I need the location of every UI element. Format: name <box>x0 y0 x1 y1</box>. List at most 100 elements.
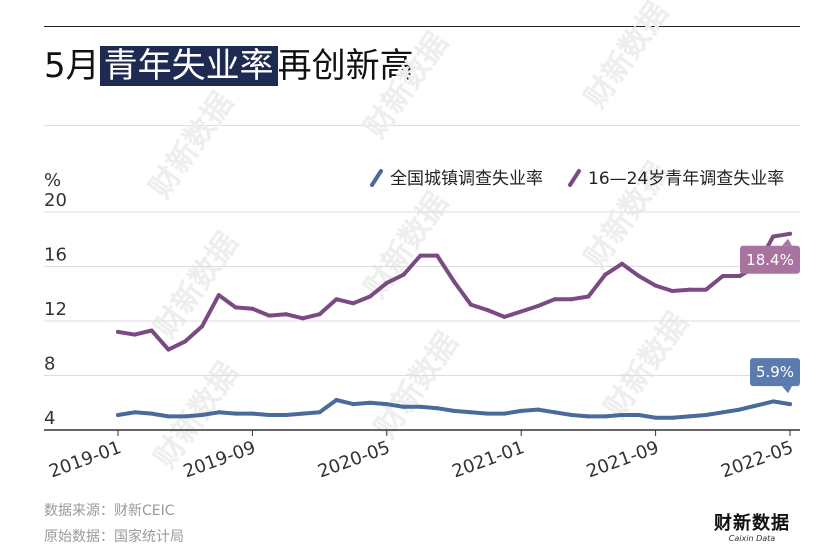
brand-sub: Caixin Data <box>728 534 776 543</box>
data-point <box>452 408 456 413</box>
data-point <box>452 279 456 284</box>
end-label-0: 5.9% <box>756 363 794 381</box>
data-point <box>704 287 708 292</box>
data-point <box>149 328 154 333</box>
data-point <box>418 253 423 258</box>
data-point <box>384 402 389 407</box>
watermark-text-7: 财新数据 <box>368 326 465 444</box>
brand-logo: 财新数据 Caixin Data <box>714 514 790 544</box>
data-point <box>132 332 137 337</box>
data-point <box>720 274 725 279</box>
data-point <box>485 411 490 416</box>
data-point <box>670 289 675 294</box>
data-point <box>687 287 692 292</box>
data-point <box>603 414 608 419</box>
data-point <box>586 414 591 419</box>
data-point <box>704 413 708 418</box>
x-tick-label: 2021-01 <box>449 437 527 482</box>
data-point <box>300 411 305 416</box>
data-point <box>317 410 322 415</box>
data-point <box>620 413 624 418</box>
data-point <box>284 312 288 317</box>
data-point <box>737 407 742 412</box>
data-point <box>653 283 658 288</box>
legend-swatch-1 <box>568 169 581 187</box>
data-point <box>116 329 120 334</box>
data-point <box>267 313 272 318</box>
data-point <box>519 309 524 314</box>
top-rule <box>44 26 800 27</box>
data-point <box>250 306 255 311</box>
title-highlight: 青年失业率 <box>99 46 278 86</box>
data-point <box>166 414 171 419</box>
data-point <box>485 308 490 313</box>
data-point <box>771 399 776 404</box>
data-point <box>620 261 624 266</box>
data-point <box>586 294 591 299</box>
data-point <box>267 413 272 418</box>
data-point <box>401 404 406 409</box>
data-point <box>435 406 440 411</box>
data-point <box>603 272 608 277</box>
data-point <box>351 402 356 407</box>
data-point <box>300 316 305 321</box>
data-point <box>653 415 658 420</box>
data-point <box>754 403 759 408</box>
source-note: 数据来源：财新CEIC <box>44 503 175 519</box>
data-point <box>636 274 641 279</box>
data-point <box>468 410 473 415</box>
data-point <box>166 347 171 352</box>
end-label-box-0 <box>750 358 800 387</box>
data-point <box>401 272 406 277</box>
legend-label-1: 16—24岁青年调查失业率 <box>588 169 784 189</box>
data-point <box>788 402 792 407</box>
watermark-text-2: 财新数据 <box>578 0 675 115</box>
end-label-pointer-1 <box>782 238 792 246</box>
x-tick-label: 2021-09 <box>584 437 662 482</box>
title-suffix: 再创新高 <box>277 46 414 86</box>
data-point <box>183 414 188 419</box>
legend-label-0: 全国城镇调查失业率 <box>390 169 543 189</box>
data-point <box>788 231 792 236</box>
data-point <box>317 312 322 317</box>
data-point <box>720 410 725 415</box>
data-point <box>149 411 154 416</box>
data-point <box>771 234 776 239</box>
chart-title: 5月 青年失业率 再创新高 <box>44 38 414 87</box>
data-point <box>200 413 204 418</box>
data-point <box>552 297 557 302</box>
data-point <box>183 339 188 344</box>
y-tick-label: 4 <box>44 408 55 429</box>
data-point <box>670 415 675 420</box>
y-tick-label: 20 <box>44 190 67 211</box>
data-point <box>502 411 507 416</box>
watermark-text-3: 财新数据 <box>148 226 245 344</box>
x-tick-label: 2020-05 <box>315 437 393 482</box>
watermark-text-0: 财新数据 <box>143 86 240 204</box>
data-point <box>468 302 473 307</box>
y-tick-label: 16 <box>44 245 67 266</box>
data-point <box>687 414 692 419</box>
y-tick-label: 12 <box>44 299 67 320</box>
data-point <box>334 297 339 302</box>
x-tick-label: 2019-01 <box>46 437 124 482</box>
y-axis-unit: % <box>44 170 61 191</box>
data-point <box>552 410 557 415</box>
data-point <box>132 410 137 415</box>
x-tick-label: 2022-05 <box>718 437 796 482</box>
data-point <box>368 400 372 405</box>
data-point <box>216 293 221 298</box>
data-point <box>435 253 440 258</box>
title-prefix: 5月 <box>44 46 100 86</box>
data-point <box>636 413 641 418</box>
data-point <box>216 410 221 415</box>
data-point <box>351 301 356 306</box>
data-point <box>334 398 339 403</box>
end-label-1: 18.4% <box>746 251 794 269</box>
data-point <box>536 304 540 309</box>
data-point <box>116 413 120 418</box>
end-label-box-1 <box>740 245 800 274</box>
data-point <box>284 413 288 418</box>
data-point <box>737 274 742 279</box>
